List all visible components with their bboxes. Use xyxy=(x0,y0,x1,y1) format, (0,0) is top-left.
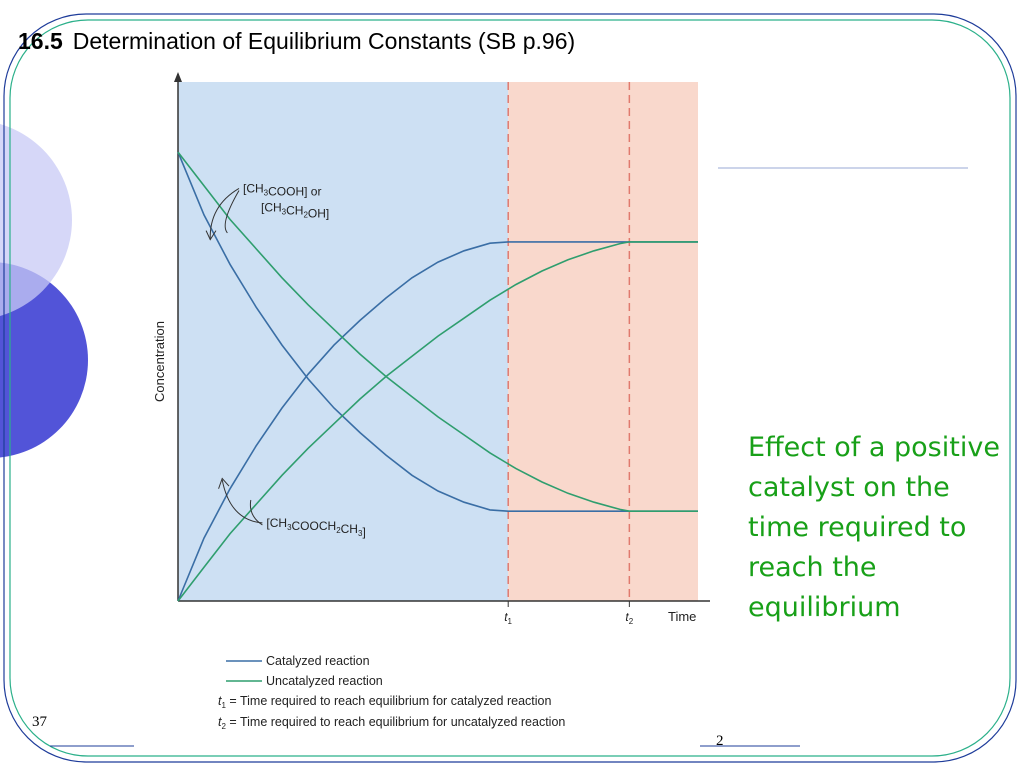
series-line-cat-product xyxy=(177,241,698,602)
legend-note-t2: t2 = Time required to reach equilibrium … xyxy=(218,715,565,731)
annotation-product-arrow-2 xyxy=(249,499,263,526)
region-before-t1 xyxy=(178,82,509,601)
annotation-reactant-arrow-2 xyxy=(224,190,240,234)
slide-border-inner xyxy=(9,19,1011,757)
x-tick-label-t2: t2 xyxy=(625,610,633,626)
x-axis-label: Time xyxy=(668,609,696,624)
slide-number-left: 37 xyxy=(32,714,47,730)
annotation-reactant-arrow-1 xyxy=(209,188,240,240)
decorative-dark-circle xyxy=(0,262,88,458)
annotation-reactant-line-1: [CH3COOH] or xyxy=(243,181,321,198)
annotation-product-arrow-1 xyxy=(221,479,263,524)
x-tick-label-t1: t1 xyxy=(504,610,512,626)
legend-note-t1: t1 = Time required to reach equilibrium … xyxy=(218,694,551,710)
series-line-uncat-product xyxy=(177,241,698,602)
legend-label-uncatalyzed: Uncatalyzed reaction xyxy=(266,674,383,688)
annotation-reactant-line-2: [CH3CH2OH] xyxy=(261,200,329,220)
slide-title-text: Determination of Equilibrium Constants (… xyxy=(72,28,576,54)
annotation-product-label: [CH3COOCH2CH3] xyxy=(266,516,365,539)
series-line-uncat-reactant xyxy=(177,151,698,512)
series-line-cat-reactant xyxy=(177,151,698,512)
y-axis-arrow xyxy=(174,72,182,82)
slide-caption: Effect of a positive catalyst on the tim… xyxy=(748,432,1000,623)
slide-number-right: 2 xyxy=(716,733,724,749)
legend-label-catalyzed: Catalyzed reaction xyxy=(266,654,370,668)
decorative-light-circle xyxy=(0,124,72,316)
section-number: 16.5 xyxy=(18,28,63,54)
annotation-reactant-arrowhead-1 xyxy=(205,230,217,241)
annotation-product-arrowhead-1 xyxy=(218,477,230,489)
concentration-time-chart: t1 t2 Time Concentration [CH3COOH] or [CH3CH2… xyxy=(152,72,710,731)
region-after-t1 xyxy=(508,82,698,601)
slide-border-outer xyxy=(3,13,1017,763)
y-axis-label: Concentration xyxy=(152,321,167,402)
slide-title: 16.5 Determination of Equilibrium Constan… xyxy=(18,28,575,55)
